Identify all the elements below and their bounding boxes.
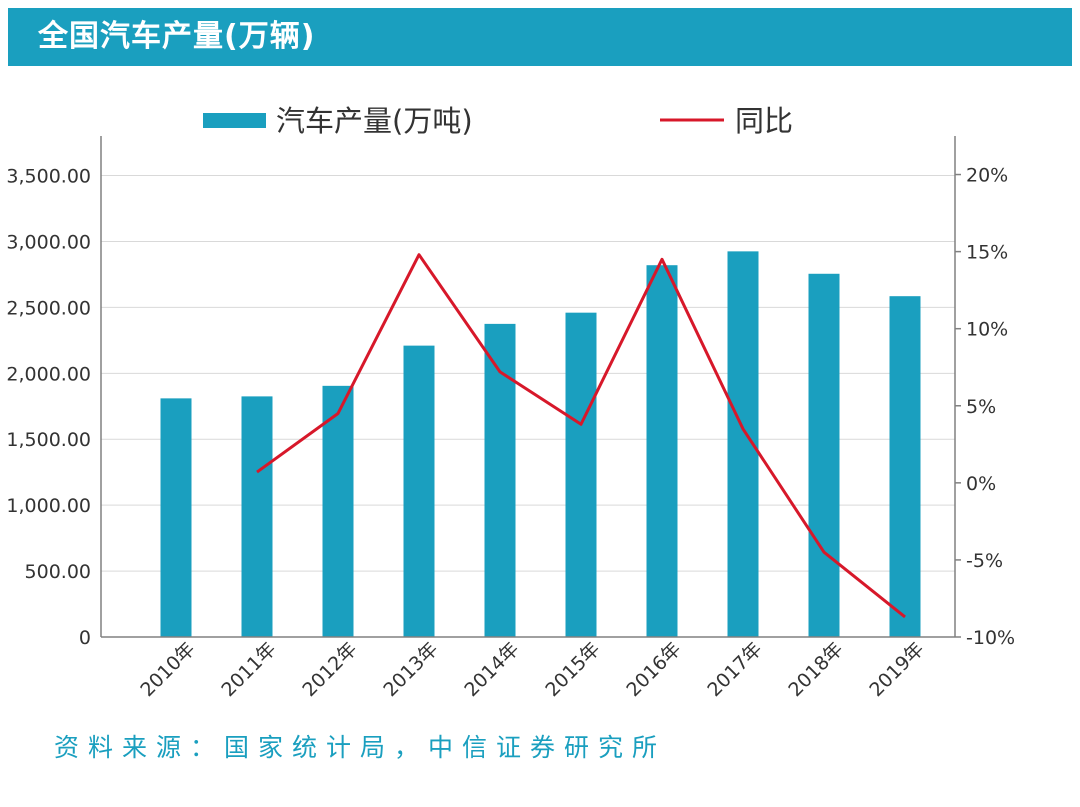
y-left-tick-label: 2,500.00 xyxy=(6,297,91,319)
y-left-tick-label: 3,500.00 xyxy=(6,166,91,188)
x-tick-label: 2010年 xyxy=(136,638,199,701)
axes xyxy=(100,136,961,638)
y-right-tick-label: -10% xyxy=(966,627,1015,649)
bar-2015年 xyxy=(565,312,597,637)
legend-line-label: 同比 xyxy=(735,104,793,138)
x-tick-label: 2016年 xyxy=(622,638,685,701)
x-tick-label: 2012年 xyxy=(298,638,361,701)
legend-bar-label: 汽车产量(万吨) xyxy=(276,104,473,138)
legend-bar-swatch xyxy=(203,113,266,128)
bar-2016年 xyxy=(646,265,678,637)
x-tick-label: 2011年 xyxy=(217,638,280,701)
x-tick-label: 2013年 xyxy=(379,638,442,701)
bar-2014年 xyxy=(484,323,516,637)
y-right-tick-label: 15% xyxy=(966,242,1008,264)
bar-2011年 xyxy=(241,396,273,637)
legend: 汽车产量(万吨) 同比 xyxy=(203,104,793,138)
x-tick-label: 2019年 xyxy=(865,638,928,701)
bar-2013年 xyxy=(403,345,435,637)
y-left-tick-label: 0 xyxy=(79,627,91,649)
y-left-tick-label: 2,000.00 xyxy=(6,363,91,385)
y-left-tick-label: 1,000.00 xyxy=(6,495,91,517)
y-right-tick-label: 20% xyxy=(966,165,1008,187)
bar-2012年 xyxy=(322,385,354,637)
chart-title: 全国汽车产量(万辆) xyxy=(38,19,316,54)
bars xyxy=(160,251,921,637)
source-note: 资料来源：国家统计局，中信证券研究所 xyxy=(54,733,667,762)
y-left-tick-label: 500.00 xyxy=(25,561,91,583)
title-bar: 全国汽车产量(万辆) xyxy=(8,8,1072,66)
y-right-tick-label: 0% xyxy=(966,473,996,495)
y-left-tick-label: 3,000.00 xyxy=(6,231,91,253)
y-right-tick-label: -5% xyxy=(966,550,1003,572)
bar-2018年 xyxy=(808,273,840,637)
x-tick-label: 2018年 xyxy=(784,638,847,701)
bar-2010年 xyxy=(160,398,192,637)
x-tick-label: 2014年 xyxy=(460,638,523,701)
y-left-tick-label: 1,500.00 xyxy=(6,429,91,451)
y-right-tick-label: 10% xyxy=(966,319,1008,341)
bar-2019年 xyxy=(889,296,921,637)
y-right-tick-label: 5% xyxy=(966,396,996,418)
yoy-line xyxy=(256,253,906,619)
x-tick-label: 2017年 xyxy=(703,638,766,701)
x-tick-label: 2015年 xyxy=(541,638,604,701)
